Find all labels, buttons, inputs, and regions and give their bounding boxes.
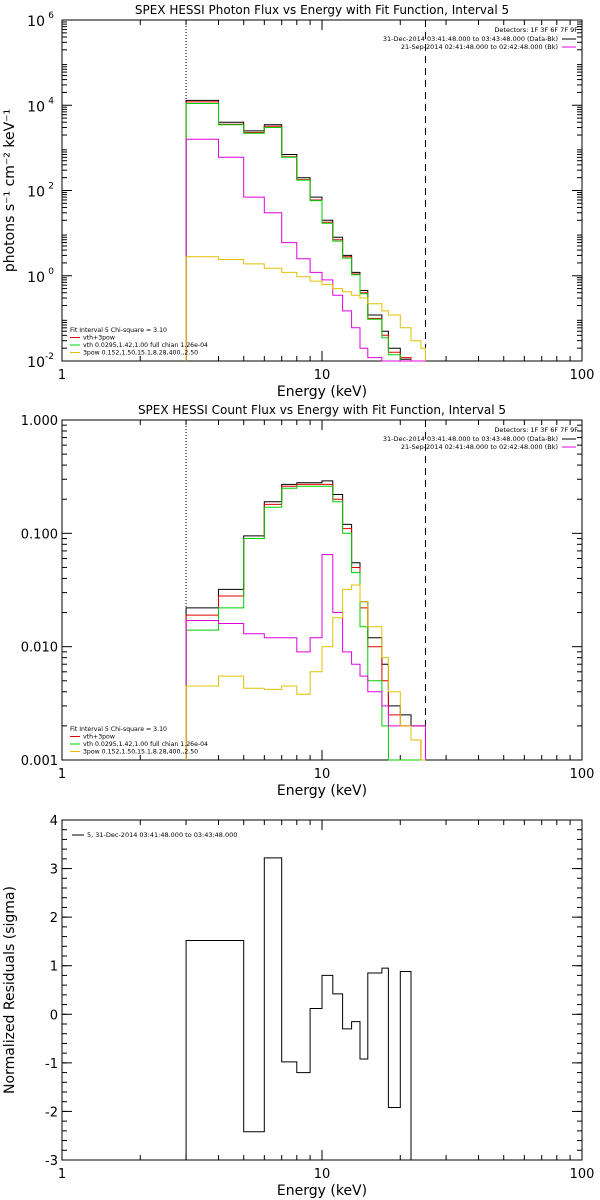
series-step-line-0 xyxy=(185,99,426,362)
y-tick-label: 0 xyxy=(50,1008,58,1023)
series-step-line-2 xyxy=(185,485,426,761)
y-tick-label: 3 xyxy=(50,863,58,878)
series-step-line-0 xyxy=(185,480,426,760)
y-tick-exponent: -2 xyxy=(45,352,54,362)
residual-step-line xyxy=(185,857,426,1161)
detectors-label: Detectors: 1F 3F 6F 7F 9F xyxy=(494,426,578,434)
x-axis-label-1: Energy (keV) xyxy=(277,783,367,799)
y-tick-label: 0.100 xyxy=(21,527,58,542)
y-tick-label: 10 xyxy=(27,99,45,115)
detectors-label: Detectors: 1F 3F 6F 7F 9F xyxy=(494,26,578,34)
x-tick-label: 1 xyxy=(58,767,66,782)
y-tick-label: 10 xyxy=(27,185,45,201)
series-step-line-1 xyxy=(185,101,426,362)
series-step-line-3 xyxy=(185,138,426,362)
y-tick-label: 1 xyxy=(50,960,58,975)
x-axis-label-2: Energy (keV) xyxy=(277,1183,367,1199)
fit-legend-text: vth+3pow xyxy=(83,734,115,741)
chart-title-1: SPEX HESSI Count Flux vs Energy with Fit… xyxy=(138,403,506,417)
y-tick-label: 4 xyxy=(50,814,58,829)
x-tick-label: 10 xyxy=(314,767,331,782)
series-step-line-4 xyxy=(185,584,426,761)
fit-legend-text: vth+3pow xyxy=(83,335,115,342)
fit-legend-text: vth 0.0295,1.42,1.00 full chian 1.26e-04 xyxy=(83,741,208,748)
x-tick-label: 10 xyxy=(314,368,331,383)
x-tick-label: 1 xyxy=(58,368,66,383)
plot-frame-0 xyxy=(61,19,583,362)
y-tick-label: 1.000 xyxy=(21,414,58,429)
fit-legend-text: vth 0.0295,1.42,1.00 full chian 1.26e-04 xyxy=(83,342,208,349)
y-axis-label-0: photons s⁻¹ cm⁻² keV⁻¹ xyxy=(2,109,18,272)
series-step-line-2 xyxy=(185,103,426,362)
y-tick-label: -2 xyxy=(45,1105,58,1120)
y-axis-label-2: Normalized Residuals (sigma) xyxy=(2,886,18,1094)
x-tick-label: 1 xyxy=(58,1167,66,1182)
time-legend-text: 21-Sep-2014 02:41:48.000 to 02:42:48.000… xyxy=(401,443,558,451)
y-tick-exponent: 0 xyxy=(48,267,54,277)
y-tick-exponent: 4 xyxy=(48,96,54,106)
fit-legend-text: 3pow 0.152,1.50,15.1,8.28,400.,2.50 xyxy=(83,350,198,357)
x-axis-label-0: Energy (keV) xyxy=(277,384,367,400)
y-tick-label: 0.001 xyxy=(21,754,58,769)
series-step-line-3 xyxy=(185,554,426,760)
x-tick-label: 100 xyxy=(570,368,595,383)
time-legend-text: 31-Dec-2014 03:41:48.000 to 03:43:48.000… xyxy=(383,435,558,443)
x-tick-label: 100 xyxy=(570,767,595,782)
time-legend-text: 21-Sep-2014 02:41:48.000 to 02:42:48.000… xyxy=(401,43,558,51)
time-legend-text: 31-Dec-2014 03:41:48.000 to 03:43:48.000… xyxy=(383,35,558,43)
y-tick-exponent: 2 xyxy=(48,182,54,192)
y-tick-label: 10 xyxy=(27,270,45,286)
chart-title-0: SPEX HESSI Photon Flux vs Energy with Fi… xyxy=(135,3,509,17)
x-tick-label: 10 xyxy=(314,1167,331,1182)
fit-legend-title: Fit Interval 5 Chi-square = 3.10 xyxy=(70,726,167,733)
fit-legend-title: Fit Interval 5 Chi-square = 3.10 xyxy=(70,327,167,334)
y-tick-label: 10 xyxy=(27,14,45,30)
series-step-line-4 xyxy=(185,256,426,361)
x-tick-label: 100 xyxy=(570,1167,595,1182)
y-tick-label: -3 xyxy=(45,1154,58,1169)
residual-legend-text: 5, 31-Dec-2014 03:41:48.000 to 03:43:48.… xyxy=(87,831,237,839)
y-tick-label: 0.010 xyxy=(21,641,58,656)
series-step-line-1 xyxy=(185,483,426,761)
y-tick-label: 2 xyxy=(50,911,58,926)
y-tick-exponent: 6 xyxy=(48,11,54,21)
fit-legend-text: 3pow 0.152,1.50,15.1,8.28,400.,2.50 xyxy=(83,749,198,756)
y-tick-label: -1 xyxy=(45,1057,58,1072)
y-tick-label: 10 xyxy=(27,355,45,371)
